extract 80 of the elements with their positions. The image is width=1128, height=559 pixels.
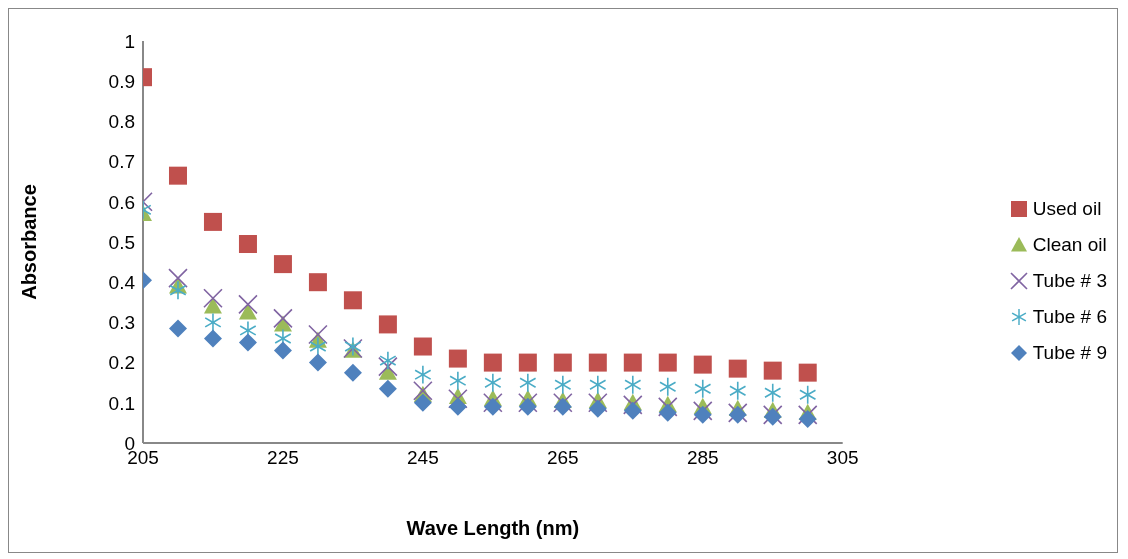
y-tick-label: 0.2 — [108, 352, 135, 374]
point — [204, 313, 222, 332]
point — [308, 353, 327, 372]
point — [203, 212, 222, 231]
point — [168, 166, 187, 185]
point — [378, 315, 397, 334]
point — [378, 356, 398, 377]
y-tick-label: 0.8 — [108, 111, 135, 133]
point — [308, 324, 328, 345]
y-axis-title: Absorbance — [18, 184, 41, 300]
point — [694, 379, 711, 398]
point — [169, 281, 187, 300]
y-tick-label: 0.4 — [108, 271, 136, 293]
x-tick-label: 245 — [407, 447, 439, 469]
point — [413, 380, 433, 401]
y-tick-label: 0.1 — [108, 392, 135, 414]
point — [763, 361, 782, 380]
point — [798, 363, 817, 382]
point — [379, 351, 397, 370]
point — [273, 341, 292, 360]
point — [448, 388, 468, 409]
point — [168, 319, 187, 338]
point — [238, 333, 257, 352]
point — [448, 349, 467, 368]
point — [273, 308, 293, 329]
point — [343, 291, 362, 310]
y-tick-label: 0.9 — [108, 70, 135, 92]
point — [484, 373, 502, 392]
point — [413, 393, 432, 412]
point — [623, 353, 642, 372]
point — [168, 268, 188, 288]
x-tick-label: 305 — [826, 447, 859, 469]
point — [624, 375, 641, 394]
x-tick-label: 265 — [546, 447, 579, 469]
legend-label: Clean oil — [1032, 233, 1107, 256]
point — [729, 381, 746, 400]
point — [728, 359, 747, 378]
y-tick-label: 0.5 — [108, 231, 135, 253]
point — [659, 377, 676, 396]
x-axis-title: Wave Length (nm) — [406, 517, 580, 539]
legend-label: Used oil — [1032, 197, 1102, 220]
point — [518, 353, 537, 372]
point — [589, 375, 606, 394]
point — [273, 255, 292, 274]
point — [203, 329, 222, 348]
legend-label: Tube # 9 — [1032, 341, 1107, 364]
point — [203, 297, 222, 314]
point — [449, 371, 467, 390]
point — [658, 403, 677, 422]
y-tick-label: 1 — [124, 30, 135, 52]
point — [623, 401, 642, 420]
legend-label: Tube # 3 — [1032, 269, 1107, 292]
y-tick-label: 0.6 — [108, 191, 135, 213]
point — [693, 355, 712, 374]
point — [764, 383, 781, 402]
x-tick-label: 285 — [686, 447, 719, 469]
point — [588, 353, 607, 372]
point — [309, 337, 327, 356]
point — [448, 397, 467, 416]
y-tick-label: 0.7 — [108, 151, 135, 173]
point — [308, 273, 327, 292]
point — [554, 375, 571, 394]
point — [238, 303, 257, 320]
legend-label: Tube # 6 — [1032, 305, 1107, 328]
point — [658, 353, 677, 372]
point — [238, 294, 258, 315]
point — [238, 235, 257, 254]
point — [519, 373, 536, 392]
point — [657, 397, 678, 417]
point — [378, 379, 397, 398]
point — [343, 363, 362, 382]
point — [413, 337, 432, 356]
point — [203, 288, 223, 309]
point — [588, 399, 607, 418]
point — [414, 365, 432, 384]
point — [553, 353, 572, 372]
x-tick-label: 225 — [267, 447, 299, 469]
y-tick-label: 0.3 — [108, 312, 135, 334]
point — [483, 353, 502, 372]
point — [799, 385, 816, 404]
